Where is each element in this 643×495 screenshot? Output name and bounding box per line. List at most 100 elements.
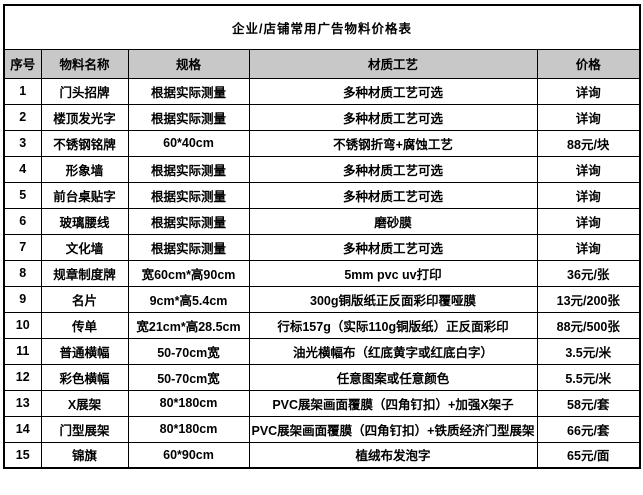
cell-process: 多种材质工艺可选 xyxy=(248,77,538,105)
table-row: 3 不锈钢铭牌 60*40cm 不锈钢折弯+腐蚀工艺 88元/块 xyxy=(3,129,641,157)
cell-name: 不锈钢铭牌 xyxy=(40,129,129,157)
cell-spec: 宽21cm*高28.5cm xyxy=(127,311,250,339)
table-row: 6 玻璃腰线 根据实际测量 磨砂膜 详询 xyxy=(3,207,641,235)
cell-no: 14 xyxy=(3,415,42,443)
cell-no: 7 xyxy=(3,233,42,261)
cell-spec: 60*40cm xyxy=(127,129,250,157)
col-header-no: 序号 xyxy=(3,48,42,79)
col-header-price: 价格 xyxy=(536,48,641,79)
table-row: 12 彩色横幅 50-70cm宽 任意图案或任意颜色 5.5元/米 xyxy=(3,363,641,391)
cell-price: 88元/块 xyxy=(536,129,641,157)
cell-spec: 根据实际测量 xyxy=(127,103,250,131)
cell-no: 5 xyxy=(3,181,42,209)
cell-price: 13元/200张 xyxy=(536,285,641,313)
col-header-name: 物料名称 xyxy=(40,48,129,79)
cell-spec: 根据实际测量 xyxy=(127,181,250,209)
col-header-process: 材质工艺 xyxy=(248,48,538,79)
cell-name: 彩色横幅 xyxy=(40,363,129,391)
cell-name: 玻璃腰线 xyxy=(40,207,129,235)
cell-price: 详询 xyxy=(536,181,641,209)
title-row: 企业/店铺常用广告物料价格表 xyxy=(3,4,641,50)
cell-name: 锦旗 xyxy=(40,441,129,469)
cell-spec: 根据实际测量 xyxy=(127,77,250,105)
cell-name: 门型展架 xyxy=(40,415,129,443)
cell-process: 300g铜版纸正反面彩印覆哑膜 xyxy=(248,285,538,313)
cell-name: 门头招牌 xyxy=(40,77,129,105)
cell-no: 9 xyxy=(3,285,42,313)
cell-price: 88元/500张 xyxy=(536,311,641,339)
cell-process: 植绒布发泡字 xyxy=(248,441,538,469)
table-body: 1 门头招牌 根据实际测量 多种材质工艺可选 详询 2 楼顶发光字 根据实际测量 多种材质工艺可… xyxy=(3,77,641,469)
cell-spec: 根据实际测量 xyxy=(127,155,250,183)
cell-name: 名片 xyxy=(40,285,129,313)
cell-no: 1 xyxy=(3,77,42,105)
cell-price: 65元/面 xyxy=(536,441,641,469)
table-row: 7 文化墙 根据实际测量 多种材质工艺可选 详询 xyxy=(3,233,641,261)
cell-price: 36元/张 xyxy=(536,259,641,287)
table-row: 15 锦旗 60*90cm 植绒布发泡字 65元/面 xyxy=(3,441,641,469)
cell-process: 任意图案或任意颜色 xyxy=(248,363,538,391)
cell-process: 多种材质工艺可选 xyxy=(248,103,538,131)
cell-spec: 9cm*高5.4cm xyxy=(127,285,250,313)
cell-name: 普通横幅 xyxy=(40,337,129,365)
cell-spec: 50-70cm宽 xyxy=(127,363,250,391)
cell-no: 3 xyxy=(3,129,42,157)
cell-process: 多种材质工艺可选 xyxy=(248,233,538,261)
table-row: 1 门头招牌 根据实际测量 多种材质工艺可选 详询 xyxy=(3,77,641,105)
cell-spec: 宽60cm*高90cm xyxy=(127,259,250,287)
cell-process: 磨砂膜 xyxy=(248,207,538,235)
cell-spec: 80*180cm xyxy=(127,415,250,443)
cell-price: 详询 xyxy=(536,155,641,183)
cell-name: 楼顶发光字 xyxy=(40,103,129,131)
cell-process: PVC展架画面覆膜（四角钉扣）+加强X架子 xyxy=(248,389,538,417)
table-row: 11 普通横幅 50-70cm宽 油光横幅布（红底黄字或红底白字） 3.5元/米 xyxy=(3,337,641,365)
table-row: 4 形象墙 根据实际测量 多种材质工艺可选 详询 xyxy=(3,155,641,183)
table-row: 13 X展架 80*180cm PVC展架画面覆膜（四角钉扣）+加强X架子 58元/套 xyxy=(3,389,641,417)
cell-process: PVC展架画面覆膜（四角钉扣）+铁质经济门型展架 xyxy=(248,415,538,443)
cell-spec: 60*90cm xyxy=(127,441,250,469)
cell-spec: 50-70cm宽 xyxy=(127,337,250,365)
cell-no: 11 xyxy=(3,337,42,365)
cell-spec: 80*180cm xyxy=(127,389,250,417)
cell-no: 6 xyxy=(3,207,42,235)
cell-no: 13 xyxy=(3,389,42,417)
cell-process: 不锈钢折弯+腐蚀工艺 xyxy=(248,129,538,157)
cell-no: 2 xyxy=(3,103,42,131)
page-title: 企业/店铺常用广告物料价格表 xyxy=(3,4,641,50)
price-table: 企业/店铺常用广告物料价格表 序号 物料名称 规格 材质工艺 价格 1 门头招牌根… xyxy=(3,4,641,469)
table-row: 5 前台桌贴字 根据实际测量 多种材质工艺可选 详询 xyxy=(3,181,641,209)
cell-name: 规章制度牌 xyxy=(40,259,129,287)
cell-spec: 根据实际测量 xyxy=(127,207,250,235)
cell-no: 12 xyxy=(3,363,42,391)
cell-process: 多种材质工艺可选 xyxy=(248,155,538,183)
cell-price: 详询 xyxy=(536,207,641,235)
cell-name: X展架 xyxy=(40,389,129,417)
table-row: 2 楼顶发光字 根据实际测量 多种材质工艺可选 详询 xyxy=(3,103,641,131)
cell-process: 行标157g（实际110g铜版纸）正反面彩印 xyxy=(248,311,538,339)
table-row: 8 规章制度牌 宽60cm*高90cm 5mm pvc uv打印 36元/张 xyxy=(3,259,641,287)
cell-process: 多种材质工艺可选 xyxy=(248,181,538,209)
cell-price: 详询 xyxy=(536,77,641,105)
cell-no: 4 xyxy=(3,155,42,183)
cell-price: 66元/套 xyxy=(536,415,641,443)
col-header-spec: 规格 xyxy=(127,48,250,79)
cell-name: 形象墙 xyxy=(40,155,129,183)
table-row: 9 名片 9cm*高5.4cm 300g铜版纸正反面彩印覆哑膜 13元/200张 xyxy=(3,285,641,313)
cell-price: 详询 xyxy=(536,103,641,131)
cell-name: 文化墙 xyxy=(40,233,129,261)
cell-price: 58元/套 xyxy=(536,389,641,417)
cell-no: 10 xyxy=(3,311,42,339)
table-row: 10 传单 宽21cm*高28.5cm 行标157g（实际110g铜版纸）正反面彩印 8… xyxy=(3,311,641,339)
cell-price: 详询 xyxy=(536,233,641,261)
cell-process: 5mm pvc uv打印 xyxy=(248,259,538,287)
cell-process: 油光横幅布（红底黄字或红底白字） xyxy=(248,337,538,365)
cell-name: 传单 xyxy=(40,311,129,339)
cell-no: 15 xyxy=(3,441,42,469)
cell-price: 3.5元/米 xyxy=(536,337,641,365)
header-row: 序号 物料名称 规格 材质工艺 价格 xyxy=(3,48,641,79)
cell-price: 5.5元/米 xyxy=(536,363,641,391)
cell-no: 8 xyxy=(3,259,42,287)
cell-spec: 根据实际测量 xyxy=(127,233,250,261)
table-row: 14 门型展架 80*180cm PVC展架画面覆膜（四角钉扣）+铁质经济门型展架 66… xyxy=(3,415,641,443)
